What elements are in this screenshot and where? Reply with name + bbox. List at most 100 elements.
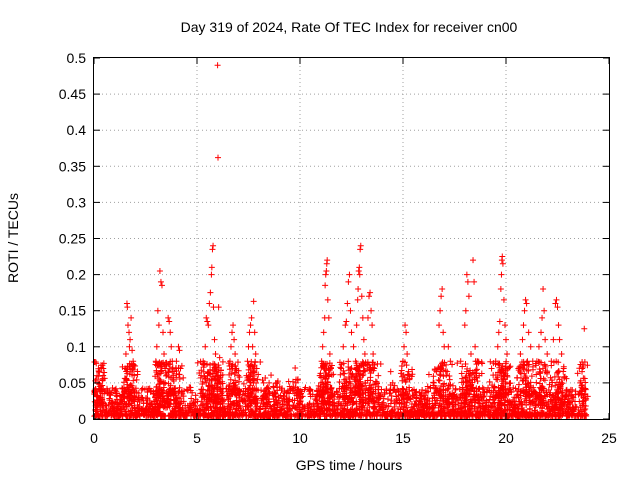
data-point (459, 363, 466, 370)
data-point (352, 358, 359, 365)
data-point (163, 398, 170, 405)
data-point (131, 372, 138, 379)
data-point (217, 372, 224, 379)
data-point (462, 410, 469, 417)
data-point (418, 392, 425, 399)
data-point (580, 361, 587, 368)
data-point (331, 410, 338, 417)
data-point (366, 410, 373, 417)
data-point (466, 407, 473, 414)
data-point (298, 408, 305, 415)
data-point (374, 380, 381, 387)
data-point (313, 395, 320, 402)
data-point (319, 408, 326, 415)
data-point (211, 336, 218, 343)
data-point (470, 413, 477, 420)
data-point (582, 379, 589, 386)
data-point (463, 271, 470, 278)
data-point (552, 399, 559, 406)
data-point (572, 398, 579, 405)
y-tick-label: 0.15 (59, 303, 86, 319)
data-point (132, 394, 139, 401)
data-point (201, 362, 208, 369)
data-point (474, 358, 481, 365)
data-point (114, 401, 121, 408)
data-point (103, 402, 110, 409)
data-point (204, 401, 211, 408)
data-point (402, 322, 409, 329)
data-point (276, 383, 283, 390)
data-point (494, 369, 501, 376)
data-point (315, 406, 322, 413)
data-point (353, 405, 360, 412)
data-point (471, 403, 478, 410)
data-point (479, 384, 486, 391)
data-point (216, 386, 223, 393)
data-point (371, 404, 378, 411)
data-point (270, 383, 277, 390)
data-point (473, 408, 480, 415)
data-point (345, 278, 352, 285)
y-axis-ticks: 0 0.05 0.1 0.15 0.2 0.25 0.3 0.35 0.4 0.45 0.5 (59, 50, 609, 427)
data-point (514, 405, 521, 412)
data-point (377, 412, 384, 419)
data-point (233, 365, 240, 372)
data-point (205, 413, 212, 420)
data-point (205, 369, 212, 376)
data-point (360, 371, 367, 378)
data-point (304, 402, 311, 409)
data-point (442, 368, 449, 375)
data-point (324, 389, 331, 396)
data-point (517, 392, 524, 399)
data-point (406, 372, 413, 379)
data-point (458, 370, 465, 377)
data-point (425, 371, 432, 378)
data-point (219, 380, 226, 387)
data-point (445, 343, 452, 350)
data-point (479, 412, 486, 419)
data-point (522, 373, 529, 380)
data-point (550, 336, 557, 343)
data-point (404, 351, 411, 358)
data-point (138, 386, 145, 393)
data-point (526, 361, 533, 368)
data-point (440, 329, 447, 336)
data-point (536, 380, 543, 387)
data-point (473, 370, 480, 377)
data-point (167, 329, 174, 336)
data-point (515, 365, 522, 372)
data-point (518, 388, 525, 395)
data-point (411, 391, 418, 398)
data-point (447, 358, 454, 365)
data-point (533, 358, 540, 365)
data-point (368, 307, 375, 314)
data-point (398, 403, 405, 410)
data-point (467, 387, 474, 394)
data-point (409, 387, 416, 394)
data-point (278, 406, 285, 413)
data-point (457, 358, 464, 365)
data-point (210, 242, 217, 249)
data-point (217, 367, 224, 374)
data-point (508, 388, 515, 395)
data-point (323, 405, 330, 412)
data-point (252, 351, 259, 358)
data-point (396, 397, 403, 404)
data-point (469, 379, 476, 386)
data-point (410, 392, 417, 399)
data-point (445, 395, 452, 402)
data-point (569, 393, 576, 400)
data-point (320, 329, 327, 336)
data-point (230, 322, 237, 329)
data-point (543, 389, 550, 396)
data-point (101, 369, 108, 376)
data-point (200, 368, 207, 375)
data-point (250, 368, 257, 375)
data-point (114, 407, 121, 414)
data-point (266, 379, 273, 386)
data-point (210, 304, 217, 311)
data-point (430, 379, 437, 386)
data-point (274, 399, 281, 406)
data-point (188, 395, 195, 402)
data-point (323, 383, 330, 390)
